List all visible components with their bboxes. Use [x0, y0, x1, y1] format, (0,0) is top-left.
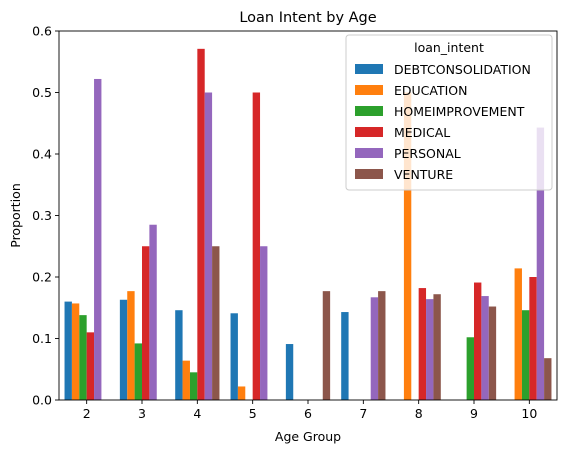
bar-debtconsolidation-7: [341, 312, 349, 400]
bar-personal-7: [370, 297, 379, 400]
bar-venture-8: [433, 294, 441, 400]
y-tick-label: 0.6: [32, 24, 52, 39]
bar-debtconsolidation-6: [285, 344, 294, 400]
bar-homeimprovement-9: [466, 337, 474, 400]
legend-label: EDUCATION: [394, 83, 468, 98]
x-tick-label: 3: [138, 406, 146, 421]
bar-education-3: [127, 291, 135, 400]
legend-label: VENTURE: [394, 167, 453, 182]
bar-homeimprovement-4: [189, 372, 198, 400]
legend-label: PERSONAL: [394, 146, 461, 161]
x-tick-label: 7: [359, 406, 367, 421]
bar-personal-3: [149, 224, 157, 400]
legend-swatch: [355, 148, 383, 158]
bar-medical-10: [529, 277, 537, 400]
bar-venture-4: [212, 246, 220, 400]
bar-personal-5: [260, 246, 268, 400]
bar-medical-4: [197, 48, 205, 401]
bar-education-5: [237, 386, 246, 400]
y-tick-label: 0.4: [32, 147, 52, 162]
legend-title: loan_intent: [414, 40, 484, 55]
bar-homeimprovement-10: [521, 310, 530, 400]
bar-debtconsolidation-3: [119, 299, 128, 400]
bar-personal-8: [426, 299, 434, 400]
bar-education-10: [514, 268, 522, 400]
bar-personal-10: [536, 127, 545, 401]
legend-label: DEBTCONSOLIDATION: [394, 62, 531, 77]
legend-swatch: [355, 106, 383, 116]
axes-group: 0.0 0.1 0.2 0.3 0.4 0.5 0.6 2 3 4 5 6 7 8 9 10: [32, 24, 558, 421]
bar-medical-9: [474, 282, 482, 400]
bar-homeimprovement-2: [79, 315, 87, 400]
bar-debtconsolidation-5: [230, 313, 238, 400]
legend-swatch: [355, 85, 383, 95]
x-tick-label: 5: [249, 406, 257, 421]
legend: loan_intent DEBTCONSOLIDATION EDUCATION HO…: [345, 34, 553, 191]
bar-medical-2: [86, 332, 95, 400]
bar-education-8: [403, 92, 412, 400]
bar-venture-10: [544, 358, 552, 400]
x-axis-title: Age Group: [275, 429, 341, 444]
y-tick-label: 0.0: [32, 393, 52, 408]
bar-venture-7: [378, 291, 386, 400]
bar-medical-5: [252, 92, 261, 400]
bar-education-2: [71, 303, 80, 400]
legend-label: MEDICAL: [394, 125, 450, 140]
bar-venture-6: [322, 291, 331, 400]
bar-medical-8: [418, 288, 427, 400]
y-tick-label: 0.2: [32, 270, 52, 285]
x-tick-label: 4: [193, 406, 201, 421]
bar-medical-3: [142, 246, 150, 400]
bar-personal-9: [481, 296, 489, 400]
bar-debtconsolidation-4: [175, 310, 183, 400]
y-axis-title: Proportion: [8, 183, 23, 248]
legend-swatch: [355, 64, 383, 74]
legend-box: [345, 34, 553, 191]
legend-label: HOMEIMPROVEMENT: [394, 104, 525, 119]
y-tick-label: 0.5: [32, 85, 52, 100]
bar-venture-9: [488, 306, 497, 400]
bar-education-4: [182, 360, 190, 400]
x-tick-label: 2: [83, 406, 91, 421]
x-tick-label: 8: [415, 406, 423, 421]
bar-homeimprovement-3: [134, 343, 142, 400]
y-tick-label: 0.3: [32, 208, 52, 223]
x-tick-label: 9: [470, 406, 478, 421]
bars-group: [64, 48, 552, 401]
x-tick-label: 10: [521, 406, 537, 421]
chart-title: Loan Intent by Age: [239, 10, 376, 26]
x-tick-label: 6: [304, 406, 312, 421]
bar-personal-4: [204, 92, 213, 400]
legend-swatch: [355, 169, 383, 179]
bar-debtconsolidation-2: [64, 301, 72, 400]
legend-items: DEBTCONSOLIDATION EDUCATION HOMEIMPROVEMEN…: [355, 62, 531, 182]
legend-swatch: [355, 127, 383, 137]
bar-personal-2: [94, 78, 102, 400]
y-tick-label: 0.1: [32, 331, 52, 346]
